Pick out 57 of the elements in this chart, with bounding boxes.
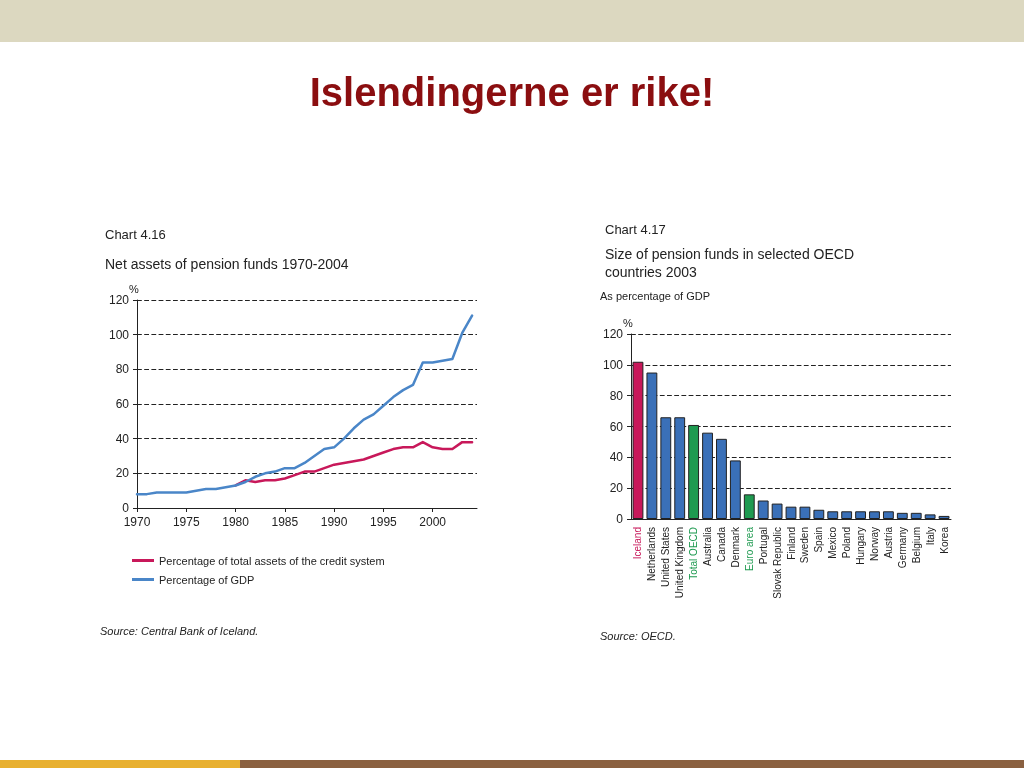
x-tick-label: United Kingdom [674, 527, 686, 599]
chart-subtitle: Size of pension funds in selected OECD countries 2003 [605, 246, 858, 280]
y-tick-label: 40 [115, 431, 130, 446]
x-tick-label: Norway [868, 527, 880, 561]
x-tick-label: Australia [702, 526, 714, 566]
chart-title: Chart 4.16 [105, 227, 166, 242]
x-tick-label: 1985 [271, 515, 299, 529]
y-tick-label: 40 [609, 450, 624, 465]
y-tick-label: 100 [108, 327, 130, 342]
x-tick-label: Korea [938, 526, 950, 554]
x-tick-label: Italy [924, 527, 936, 546]
y-tick-label: 80 [115, 362, 130, 377]
legend-label: Percentage of GDP [159, 573, 255, 586]
y-tick-label: 20 [609, 481, 624, 496]
x-tick-label: Hungary [855, 527, 867, 565]
y-axis-title: % [623, 316, 634, 329]
x-tick-label: Total OECD [688, 527, 700, 580]
x-tick-label: Austria [882, 526, 894, 559]
x-tick-label: Euro area [743, 526, 755, 571]
x-tick-label: Spain [813, 527, 825, 553]
x-tick-label: Iceland [632, 527, 644, 560]
y-tick-label: 60 [609, 419, 624, 434]
text: As percentage of GDP [600, 289, 711, 302]
y-tick-label: 120 [108, 293, 130, 307]
x-tick-label: Germany [896, 527, 908, 569]
x-tick-label: 1970 [123, 515, 151, 529]
legend-label: Percentage of total assets of the credit system [159, 554, 385, 567]
x-tick-label: Netherlands [646, 527, 658, 581]
y-tick-label: 100 [602, 357, 624, 372]
x-tick-label: Finland [785, 527, 797, 560]
x-tick-label: Slovak Republic [771, 527, 783, 599]
x-tick-label: 2000 [419, 515, 447, 529]
line-series [135, 314, 474, 496]
chart-title: Chart 4.17 [605, 222, 666, 237]
x-tick-label: Denmark [729, 526, 741, 568]
x-tick-label: Canada [715, 526, 727, 563]
y-tick-label: 60 [115, 397, 130, 411]
source-note: Source: Central Bank of Iceland. [100, 624, 259, 637]
x-tick-label: 1995 [370, 515, 398, 529]
text: Islendingerne er rike! [308, 70, 716, 115]
y-tick-label: 20 [115, 466, 130, 481]
x-tick-label: Mexico [827, 526, 839, 559]
y-axis-title: % [129, 282, 139, 295]
x-tick-label: 1975 [172, 515, 200, 529]
x-tick-label: Poland [841, 527, 853, 559]
source-note: Source: OECD. [600, 629, 676, 642]
y-tick-label: 80 [609, 388, 624, 403]
y-tick-label: 0 [122, 501, 130, 515]
chart-subtitle: Net assets of pension funds 1970-2004 [105, 256, 349, 272]
x-tick-label: Sweden [799, 527, 811, 564]
x-tick-label: Belgium [910, 527, 922, 564]
y-tick-label: 120 [602, 327, 624, 341]
y-tick-label: 0 [616, 512, 624, 526]
x-tick-label: Portugal [757, 527, 769, 565]
x-tick-label: United States [660, 527, 672, 588]
x-tick-label: 1980 [222, 515, 250, 529]
x-tick-label: 1990 [320, 515, 348, 529]
